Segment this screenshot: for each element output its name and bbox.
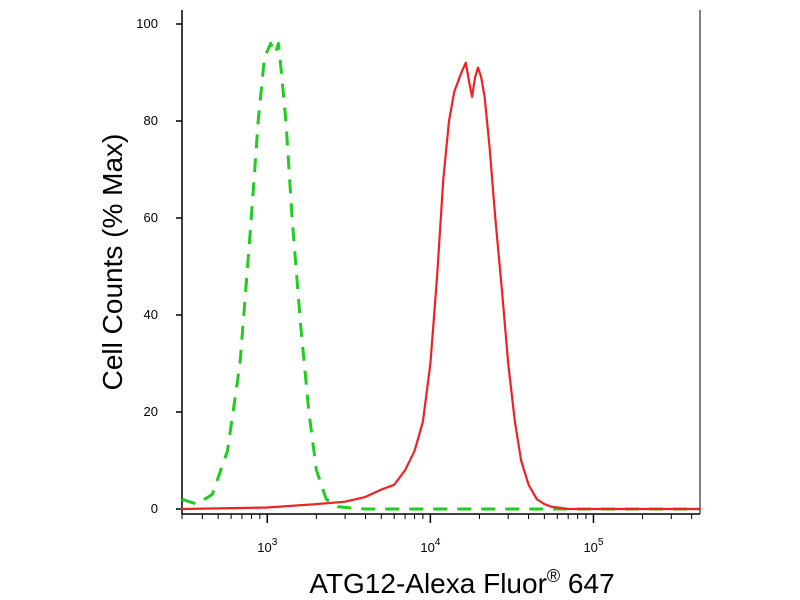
x-tick-label: 104	[420, 537, 440, 555]
series-green-dashed-line	[181, 41, 700, 511]
y-tick-label: 0	[151, 501, 158, 516]
series-red-solid-line	[180, 61, 702, 511]
registered-mark: ®	[547, 566, 560, 586]
y-axis-ticks: 0 20 40 60 80 100	[136, 16, 182, 516]
y-tick-label: 80	[144, 113, 158, 128]
x-axis-title-suffix: 647	[560, 568, 615, 599]
y-tick-label: 40	[144, 307, 158, 322]
y-tick-label: 60	[144, 210, 158, 225]
y-axis-title: Cell Counts (% Max)	[97, 134, 128, 391]
y-tick-label: 100	[136, 16, 158, 31]
plot-frame	[181, 10, 701, 515]
y-tick-label: 20	[144, 404, 158, 419]
x-axis-ticks: 103 104 105	[181, 514, 693, 555]
x-tick-label: 105	[583, 537, 603, 555]
series-layer	[180, 41, 702, 511]
x-axis-title: ATG12-Alexa Fluor® 647	[309, 566, 614, 599]
x-axis-title-main: ATG12-Alexa Fluor	[309, 568, 547, 599]
x-tick-label: 103	[257, 537, 277, 555]
